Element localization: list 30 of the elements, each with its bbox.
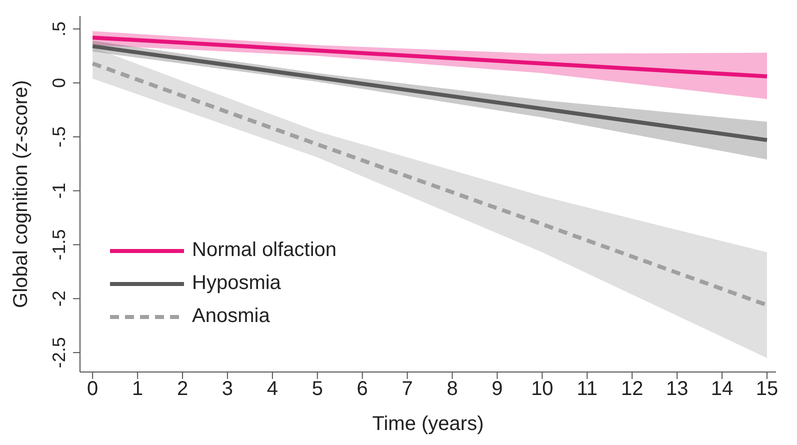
line-series	[90, 36, 770, 78]
x-tick-label: 9	[492, 378, 503, 400]
x-tick-label: 3	[222, 378, 234, 400]
x-axis-title: Time (years)	[372, 413, 484, 435]
x-tick-label: 7	[402, 378, 413, 400]
y-tick-label: -2	[49, 290, 69, 307]
y-axis-title: Global cognition (z-score)	[10, 80, 32, 308]
x-tick-label: 0	[87, 378, 98, 400]
line-series	[90, 44, 770, 142]
y-tick-label: -1	[49, 182, 69, 199]
y-tick-label: 0	[49, 78, 69, 88]
x-tick-label: 1	[132, 378, 144, 400]
x-tick-label: 11	[576, 378, 598, 400]
legend-label: Normal olfaction	[192, 239, 337, 262]
x-tick-label: 6	[356, 378, 368, 400]
legend-label: Anosmia	[192, 305, 270, 328]
y-tick-label: -1.5	[49, 229, 69, 260]
x-tick-label: 15	[756, 378, 778, 400]
x-tick-label: 14	[710, 378, 734, 400]
legend-label: Hyposmia	[192, 272, 281, 295]
y-tick-label: -2.5	[49, 337, 69, 368]
x-tick-label: 12	[621, 378, 644, 400]
x-tick-label: 4	[266, 378, 278, 400]
x-tick-label: 8	[446, 378, 458, 400]
x-tick-label: 10	[531, 378, 554, 400]
x-tick-label: 5	[312, 378, 323, 400]
y-tick-label: -.5	[49, 126, 69, 148]
y-tick-label: .5	[49, 21, 69, 36]
x-tick-label: 2	[176, 378, 188, 400]
x-tick-label: 13	[666, 378, 688, 400]
